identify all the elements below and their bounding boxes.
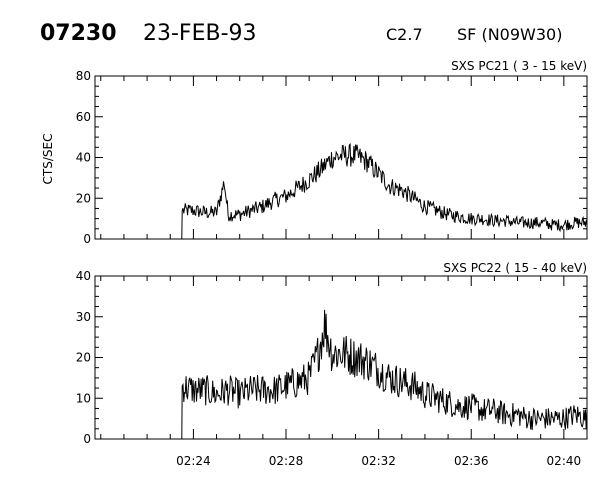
panel-pc21: SXS PC21 ( 3 - 15 keV) CTS/SEC 0 20 40 60 80	[41, 59, 588, 246]
y-tick-label: 30	[76, 310, 91, 324]
x-tick-label: 02:36	[454, 454, 489, 468]
goes-class: C2.7	[386, 25, 423, 44]
y-tick-label: 0	[83, 232, 91, 246]
event-id: 07230	[40, 21, 117, 46]
y-tick-labels-pc21: 0 20 40 60 80	[76, 69, 91, 246]
x-tick-label: 02:24	[176, 454, 211, 468]
y-tick-label: 40	[76, 151, 91, 165]
y-tick-labels-pc22: 0 10 20 30 40	[76, 269, 91, 446]
y-tick-label: 10	[76, 391, 91, 405]
y-tick-label: 80	[76, 69, 91, 83]
panel-title-pc22: SXS PC22 ( 15 - 40 keV)	[443, 261, 587, 275]
event-date: 23-FEB-93	[143, 21, 257, 46]
y-tick-label: 20	[76, 351, 91, 365]
x-tick-label: 02:32	[361, 454, 396, 468]
flare-location: SF (N09W30)	[457, 25, 562, 44]
panel-title-pc21: SXS PC21 ( 3 - 15 keV)	[451, 59, 587, 73]
y-tick-label: 60	[76, 110, 91, 124]
series-line-pc21	[181, 142, 588, 240]
x-tick-labels: 02:24 02:28 02:32 02:36 02:40	[176, 454, 581, 468]
x-tick-label: 02:28	[269, 454, 304, 468]
y-tick-label: 40	[76, 269, 91, 283]
ticks-pc21	[95, 75, 588, 240]
series-line-pc22	[181, 309, 588, 440]
x-tick-label: 02:40	[547, 454, 582, 468]
y-tick-label: 20	[76, 191, 91, 205]
y-tick-label: 0	[83, 432, 91, 446]
ticks-pc22	[95, 275, 588, 440]
y-axis-label: CTS/SEC	[41, 134, 55, 185]
